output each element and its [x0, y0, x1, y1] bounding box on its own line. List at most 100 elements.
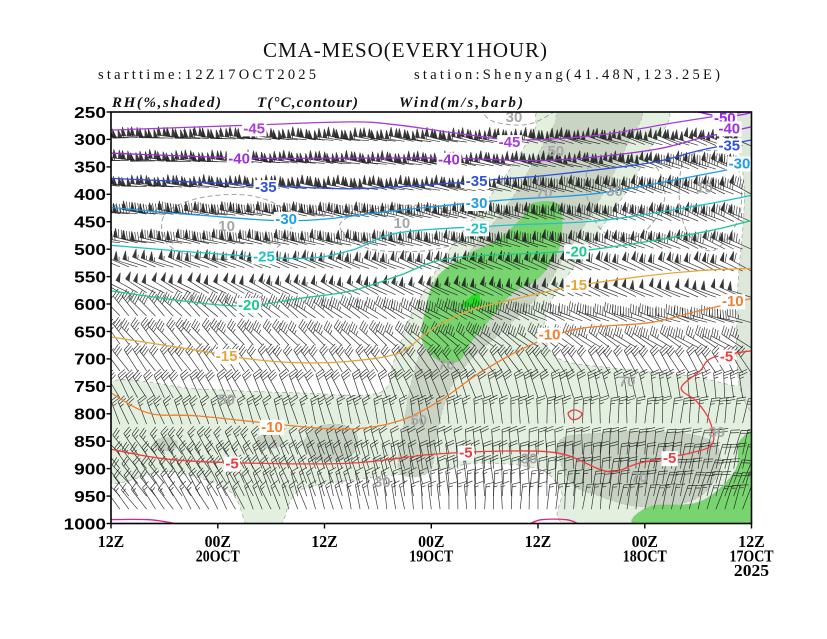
wind-barb — [587, 344, 601, 373]
wind-barb — [653, 484, 670, 510]
wind-barb — [309, 228, 334, 246]
label-background — [226, 151, 252, 167]
wind-barb — [344, 344, 361, 373]
wind-barb — [263, 231, 289, 245]
wind-barb — [336, 394, 346, 424]
wind-barb — [391, 343, 405, 373]
wind-barb — [656, 279, 681, 298]
wind-barb — [576, 203, 601, 221]
wind-barb — [407, 251, 432, 270]
wind-barb — [434, 277, 459, 296]
wind-barb — [369, 439, 379, 469]
wind-barb — [638, 150, 663, 169]
wind-barb — [486, 152, 512, 167]
wind-barb — [210, 129, 236, 140]
rh-contour-line — [678, 149, 743, 252]
wind-barb — [617, 442, 631, 469]
wind-barb — [566, 129, 592, 145]
wind-barb — [199, 395, 210, 425]
rh-contour-label-group: 30 — [521, 451, 538, 468]
wind-barb — [608, 469, 621, 497]
wind-barb — [330, 369, 343, 399]
wind-barb — [388, 394, 398, 424]
wind-barb — [630, 230, 654, 249]
wind-barb — [160, 426, 174, 455]
wind-barb — [230, 274, 254, 294]
wind-barb — [388, 152, 414, 166]
wind-barb — [733, 484, 749, 510]
wind-barb — [576, 302, 601, 322]
wind-barb — [737, 345, 752, 374]
wind-barb — [688, 395, 700, 424]
wind-barb — [465, 321, 485, 347]
wind-barb — [305, 425, 316, 455]
wind-barb — [270, 480, 281, 510]
rh-contour-label: 50 — [218, 392, 235, 409]
isotherm-line — [111, 194, 752, 260]
wind-barb — [515, 276, 539, 297]
wind-barb — [148, 456, 165, 484]
wind-barb — [304, 369, 316, 399]
wind-barb — [733, 430, 750, 455]
wind-barb — [231, 369, 245, 399]
wind-barb — [614, 325, 637, 348]
wind-barb — [259, 480, 272, 510]
wind-barb — [551, 276, 574, 297]
wind-barb — [364, 343, 379, 373]
rh-contour-label-group: 50 — [218, 392, 235, 409]
wind-barb — [733, 396, 747, 424]
wind-barb — [375, 321, 396, 347]
wind-barb — [742, 443, 752, 469]
wind-barb — [460, 231, 485, 247]
wind-barb — [701, 368, 711, 398]
wind-barb — [380, 229, 405, 246]
wind-barb — [576, 344, 592, 373]
wind-barb — [258, 273, 281, 295]
wind-barb — [540, 345, 557, 373]
wind-barb — [123, 343, 138, 372]
wind-barb — [206, 454, 219, 484]
wind-barb — [478, 344, 494, 373]
wind-barb — [140, 316, 156, 345]
wind-barb — [241, 467, 254, 497]
wind-barb — [608, 441, 619, 469]
wind-barb — [710, 202, 734, 222]
isotherm-label: -15 — [565, 277, 587, 294]
wind-barb — [504, 345, 521, 373]
rh-contour-label: 70 — [631, 469, 648, 486]
isotherm-label-group: -25 — [251, 248, 277, 265]
wind-barb — [310, 275, 334, 295]
wind-barb — [613, 368, 623, 398]
wind-barb — [532, 344, 548, 373]
wind-barb — [720, 201, 743, 222]
wind-barb — [702, 229, 725, 250]
wind-barb — [384, 322, 405, 347]
wind-barb — [317, 177, 343, 190]
isotherm-line — [111, 350, 752, 473]
wind-barb — [621, 201, 645, 221]
wind-barb — [626, 483, 640, 510]
wind-barb — [268, 293, 290, 318]
wind-barb — [391, 275, 414, 296]
label-background — [214, 349, 239, 365]
wind-barb — [353, 231, 378, 246]
wind-barb — [219, 127, 245, 140]
wind-barb — [471, 298, 494, 321]
wind-barb — [111, 316, 121, 345]
wind-barb — [175, 228, 201, 244]
wind-barb — [608, 483, 622, 510]
wind-barb — [434, 439, 443, 469]
wind-barb — [675, 327, 699, 348]
wind-barb — [539, 368, 549, 398]
wind-barb — [390, 298, 414, 320]
wind-barb — [432, 129, 458, 143]
wind-barb — [278, 368, 290, 399]
wind-barb — [317, 127, 343, 141]
wind-barb — [688, 471, 706, 497]
wind-barb — [327, 467, 337, 497]
wind-barb — [662, 395, 672, 424]
label-background — [727, 156, 752, 172]
wind-barb — [334, 480, 343, 510]
wind-barb — [692, 203, 717, 222]
isotherm-label-group: -5 — [661, 450, 678, 467]
